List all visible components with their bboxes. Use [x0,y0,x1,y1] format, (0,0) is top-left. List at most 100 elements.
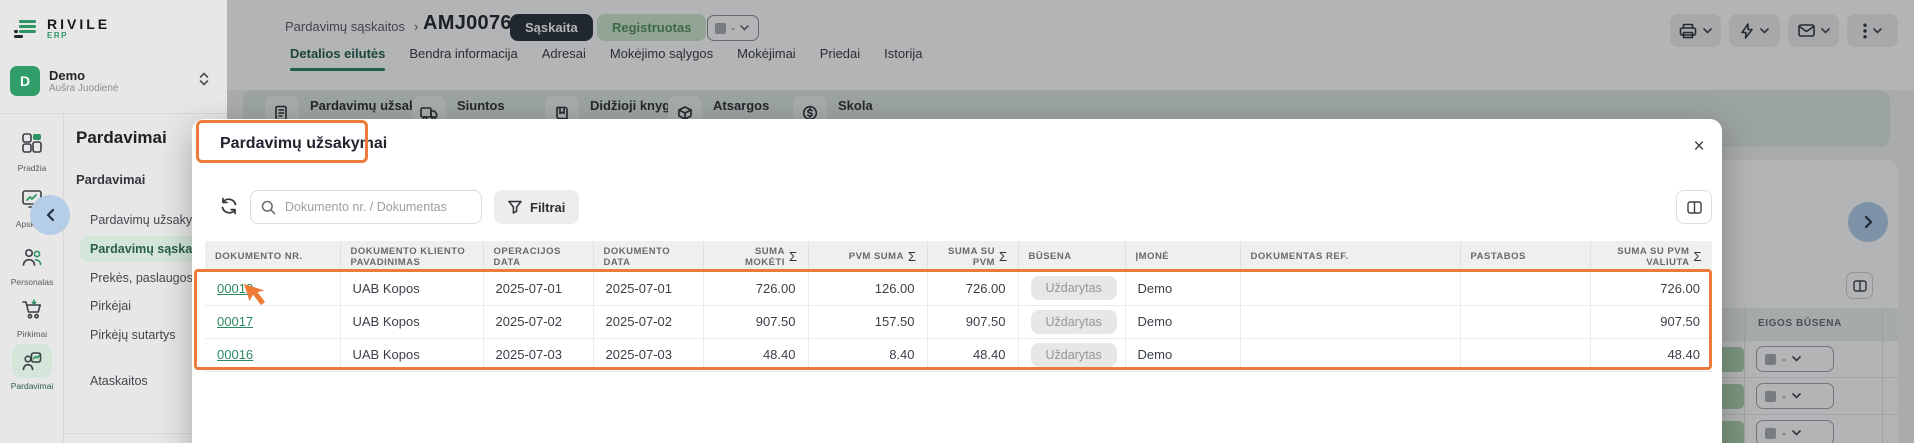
eigos-busena-header: EIGOS BŪSENA [1758,318,1842,329]
columns-icon [1852,279,1867,292]
rail-item-pardavimai[interactable]: Pardavimai [0,344,64,391]
document-number-link[interactable]: 00018 [217,280,254,296]
column-header[interactable]: DOKUMENTO DATA [593,241,704,272]
sigma-sum-icon[interactable]: Σ [998,249,1008,264]
brand-title: RIVILE [47,16,111,32]
sidebar-item-pirkėjai[interactable]: Pirkėjai [90,299,131,313]
breadcrumb-parent[interactable]: Pardavimų sąskaitos [285,19,405,34]
column-header-label: SUMA SU PVM [947,245,995,268]
column-header[interactable]: DOKUMENTO NR. [205,241,341,272]
search-icon [261,200,276,214]
expand-right-button[interactable] [1848,202,1888,242]
eigos-busena-select[interactable]: - [1756,346,1834,372]
search-input[interactable] [283,199,453,215]
chevron-down-icon [1760,27,1769,34]
table-cell: 48.40 [1590,338,1712,372]
breadcrumb-separator: › [413,19,419,34]
sidebar-item-prekės-paslaugos[interactable]: Prekės, paslaugos [90,271,193,285]
close-icon[interactable]: × [1693,136,1705,157]
column-header-label: OPERACIJOS DATA [493,245,561,268]
mail-button[interactable] [1788,14,1839,47]
column-header[interactable]: SUMA MOKĖTI Σ [703,241,809,272]
table-cell: 907.50 [927,305,1019,339]
eigos-busena-select[interactable]: - [1756,383,1834,409]
search-box[interactable] [250,190,482,224]
user-switcher[interactable]: D Demo Aušra Juodienė [10,58,217,104]
column-header[interactable]: PVM SUMA Σ [808,241,928,272]
column-header-label: DOKUMENTAS REF. [1250,251,1349,262]
table-cell: UAB Kopos [340,338,484,372]
filter-icon [508,200,522,214]
sigma-sum-icon[interactable]: Σ [907,249,917,264]
status-color-swatch [715,22,726,34]
column-header-label: ĮMONĖ [1135,251,1170,262]
rail-item-label: Pardavimai [10,381,54,391]
sidebar-item-pardavimų-užsakymai[interactable]: Pardavimų užsakymai [90,213,213,227]
sigma-sum-icon[interactable]: Σ [1693,249,1702,264]
rail-item-pirkimai[interactable]: Pirkimai [0,292,64,339]
table-cell: 8.40 [808,338,928,372]
table-cell: 2025-07-01 [483,272,594,306]
table-cell: 726.00 [1590,272,1712,306]
refresh-icon [221,197,237,215]
table-cell: UAB Kopos [340,305,484,339]
chevron-down-icon [1792,430,1801,436]
sigma-sum-icon[interactable]: Σ [788,249,798,264]
rail-item-personalas[interactable]: Personalas [0,240,64,287]
table-row[interactable]: 00017 UAB Kopos 2025-07-02 2025-07-02 907.50… [205,305,1712,339]
breadcrumb[interactable]: Pardavimų sąskaitos › [285,19,418,34]
sidebar-item-pirkėjų-sutartys[interactable]: Pirkėjų sutartys [90,328,176,342]
stock-icon [677,105,693,121]
eigos-busena-select[interactable]: - [1756,420,1834,443]
column-header[interactable]: BŪSENA [1018,241,1126,272]
sidebar-item-ataskaitos[interactable]: Ataskaitos [90,374,148,388]
table-cell: 2025-07-03 [593,338,704,372]
orders-table: DOKUMENTO NR. DOKUMENTO KLIENTO PAVADINIM… [205,241,1712,372]
collapse-sidebar-button[interactable] [30,195,70,235]
eigos-busena-value: - [1782,389,1786,403]
columns-toggle-button[interactable] [1846,272,1873,299]
lightning-button[interactable] [1729,14,1780,47]
table-row[interactable]: 00016 UAB Kopos 2025-07-03 2025-07-03 48.40 8… [205,338,1712,372]
table-row[interactable]: 00018 UAB Kopos 2025-07-01 2025-07-01 726.00… [205,272,1712,306]
lightning-icon [1740,22,1754,39]
tab-adresai[interactable]: Adresai [541,46,586,61]
column-header[interactable]: SUMA SU PVM VALIUTA Σ [1590,241,1712,272]
printer-button[interactable] [1670,14,1721,47]
busena-status-pill: Uždarytas [1030,309,1117,334]
document-number-link[interactable]: 00017 [217,314,254,329]
tab-priedai[interactable]: Priedai [819,46,861,61]
table-cell: Demo [1125,338,1241,372]
rail-item-pradžia[interactable]: Pradžia [0,126,64,173]
tab-detalios-eilutės[interactable]: Detalios eilutės [290,46,386,71]
filter-button[interactable]: Filtrai [494,190,580,224]
tab-mokėjimai[interactable]: Mokėjimai [737,46,796,61]
progress-status-select[interactable]: - [707,15,759,41]
column-header-label: DOKUMENTO DATA [603,245,671,268]
table-cell: 48.40 [927,338,1019,372]
kebab-button[interactable] [1847,14,1898,47]
quick-action-label: Atsargos [713,98,770,113]
table-cell [1460,338,1591,372]
document-number-link[interactable]: 00016 [217,347,254,362]
tab-bendra-informacija[interactable]: Bendra informacija [409,46,518,61]
modal-title: Pardavimų užsakymai [220,135,388,152]
column-header[interactable]: DOKUMENTAS REF. [1240,241,1461,272]
column-header[interactable]: SUMA SU PVM Σ [927,241,1019,272]
sidebar-section-label: Pardavimai [76,172,146,187]
ledger-icon [554,105,570,121]
table-cell: Demo [1125,272,1241,306]
mail-icon [1797,24,1815,37]
tab-istorija[interactable]: Istorija [884,46,923,61]
column-header[interactable]: DOKUMENTO KLIENTO PAVADINIMAS [340,241,484,272]
modal-columns-button[interactable] [1676,190,1712,224]
eigos-busena-value: - [1782,352,1786,366]
column-header[interactable]: OPERACIJOS DATA [483,241,594,272]
column-header[interactable]: PASTABOS [1460,241,1591,272]
app-logo[interactable]: RIVILE ERP [13,17,110,43]
column-header[interactable]: ĮMONĖ [1125,241,1241,272]
eigos-busena-value: - [1782,426,1786,440]
refresh-button[interactable] [219,196,239,216]
tab-mokėjimo-sąlygos[interactable]: Mokėjimo sąlygos [609,46,714,61]
